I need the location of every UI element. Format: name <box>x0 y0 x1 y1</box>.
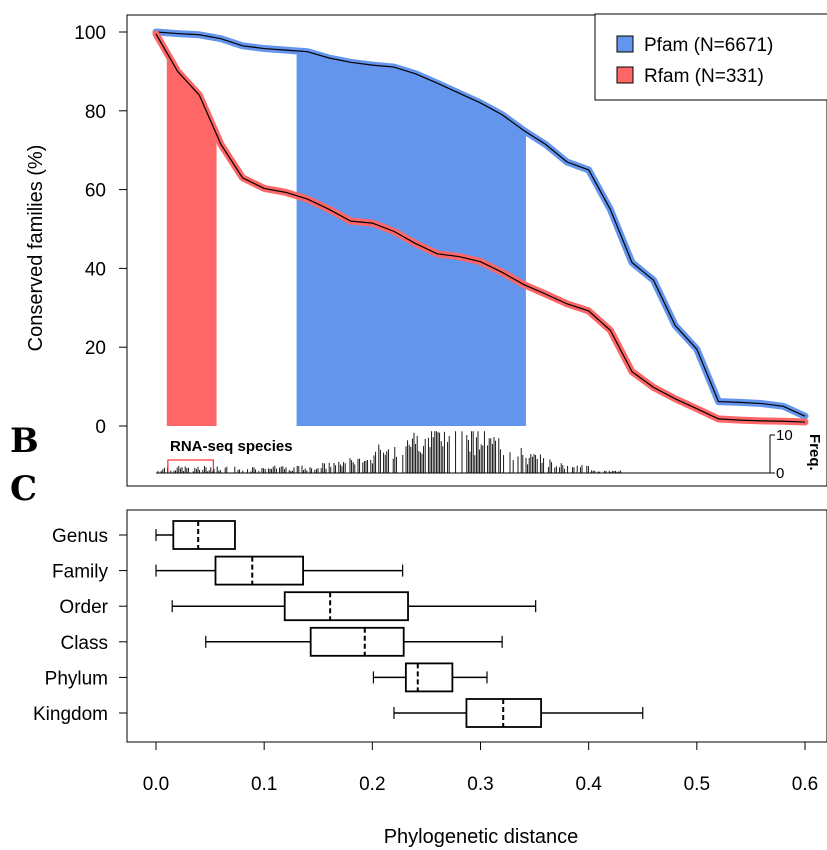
box <box>214 555 305 586</box>
boxplot-kingdom: Kingdom <box>33 698 644 728</box>
box <box>309 626 405 657</box>
panel-a-plot: 0 20 40 60 80 100 <box>74 23 809 438</box>
legend-label-pfam: Pfam (N=6671) <box>644 35 773 56</box>
boxplot-family: Family <box>52 555 404 586</box>
box <box>283 591 409 622</box>
category-label-kingdom: Kingdom <box>33 704 108 725</box>
boxplot-phylum: Phylum <box>45 662 488 693</box>
category-label-genus: Genus <box>52 526 108 547</box>
x-tick-label-0.2: 0.2 <box>359 774 385 795</box>
histogram-ylabel: Freq. <box>806 434 823 471</box>
y-tick-label-60: 60 <box>85 181 106 202</box>
x-tick-label-0.5: 0.5 <box>684 774 710 795</box>
category-label-order: Order <box>59 597 108 618</box>
legend-box <box>594 13 827 101</box>
boxplot-order: Order <box>59 591 537 622</box>
legend: Pfam (N=6671) Rfam (N=331) <box>594 13 827 101</box>
y-tick-label-40: 40 <box>85 259 106 280</box>
boxplot-genus: Genus <box>52 520 236 550</box>
box <box>172 520 236 550</box>
histogram <box>157 431 623 473</box>
x-axis-label: Phylogenetic distance <box>384 826 579 848</box>
x-tick-label-0.3: 0.3 <box>467 774 493 795</box>
panel-label-b: B <box>10 421 39 461</box>
category-label-class: Class <box>60 633 108 654</box>
legend-swatch-pfam <box>616 35 634 53</box>
legend-label-rfam: Rfam (N=331) <box>644 66 764 87</box>
y-tick-label-0: 0 <box>95 417 106 438</box>
histogram-ytick-label-0: 0 <box>776 465 784 482</box>
series-line-core-1 <box>155 33 806 423</box>
x-tick-label-0.1: 0.1 <box>251 774 277 795</box>
x-axis: 0.0 0.1 0.2 0.3 0.4 0.5 0.6 <box>143 741 818 795</box>
category-label-phylum: Phylum <box>45 668 108 689</box>
x-tick-label-0.4: 0.4 <box>575 774 602 795</box>
y-axis-label: Conserved families (%) <box>25 145 47 352</box>
y-tick-label-100: 100 <box>74 23 106 44</box>
histogram-highlight-box <box>167 459 214 474</box>
category-label-family: Family <box>52 562 108 583</box>
panel-c-boxplot: Genus Family Order Class Phylum Kingdom <box>33 520 644 728</box>
series-line-core-0 <box>155 31 806 417</box>
histogram-title: RNA-seq species <box>170 438 293 455</box>
boxplot-class: Class <box>60 626 503 657</box>
legend-swatch-rfam <box>616 66 634 84</box>
x-tick-label-0.6: 0.6 <box>792 774 818 795</box>
y-tick-label-20: 20 <box>85 338 106 359</box>
y-tick-label-80: 80 <box>85 102 106 123</box>
shaded-band-0 <box>166 52 217 427</box>
histogram-ytick-label-10: 10 <box>776 427 793 444</box>
panel-label-c: C <box>10 469 37 509</box>
x-tick-label-0.0: 0.0 <box>143 774 169 795</box>
box <box>404 662 454 693</box>
